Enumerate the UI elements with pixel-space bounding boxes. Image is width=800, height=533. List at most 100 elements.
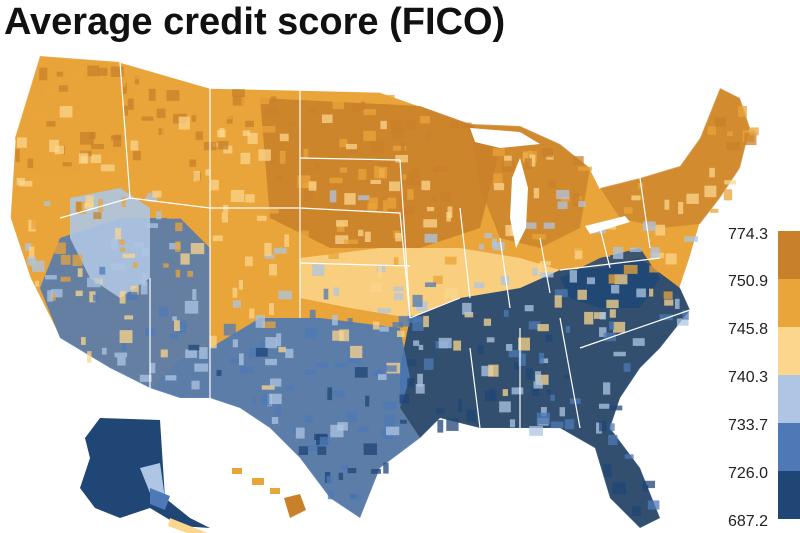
county-cell — [525, 222, 537, 229]
county-cell — [554, 295, 562, 308]
county-cell — [436, 408, 445, 414]
county-cell — [540, 407, 547, 417]
county-cell — [503, 310, 509, 317]
county-cell — [255, 315, 266, 328]
county-cell — [285, 348, 294, 359]
county-cell — [333, 390, 346, 398]
county-cell — [25, 243, 32, 251]
county-cell — [261, 125, 276, 133]
county-cell — [407, 189, 414, 200]
county-cell — [399, 394, 410, 404]
county-cell — [400, 419, 407, 424]
county-cell — [153, 173, 161, 183]
county-cell — [166, 90, 180, 101]
county-cell — [642, 480, 656, 489]
county-cell — [613, 351, 626, 357]
county-cell — [270, 96, 277, 104]
county-cell — [279, 133, 289, 142]
county-cell — [327, 490, 334, 500]
county-cell — [569, 270, 578, 283]
county-cell — [623, 207, 633, 214]
county-cell — [221, 211, 229, 223]
county-cell — [642, 485, 649, 492]
county-cell — [389, 181, 401, 192]
county-cell — [744, 132, 757, 146]
county-cell — [412, 168, 420, 175]
county-cell — [486, 337, 495, 343]
county-cell — [403, 174, 408, 180]
county-cell — [269, 393, 282, 405]
county-cell — [438, 337, 452, 349]
lake-superior — [470, 128, 540, 148]
county-cell — [611, 284, 620, 294]
county-cell — [145, 196, 150, 201]
county-cell — [372, 321, 380, 330]
color-legend: 774.3 750.9 745.8 740.3 733.7 726.0 687.… — [722, 226, 800, 530]
county-cell — [249, 308, 255, 319]
county-cell — [527, 150, 533, 157]
county-cell — [392, 145, 407, 151]
county-cell — [539, 261, 551, 266]
county-cell — [664, 299, 674, 306]
county-cell — [124, 315, 134, 320]
county-cell — [190, 243, 205, 255]
county-cell — [339, 329, 350, 342]
county-cell — [279, 150, 286, 164]
county-cell — [676, 318, 689, 326]
county-cell — [714, 117, 727, 127]
county-cell — [232, 287, 238, 298]
county-cell — [241, 97, 252, 110]
county-cell — [540, 358, 549, 364]
county-cell — [191, 115, 197, 122]
county-cell — [363, 109, 376, 116]
county-cell — [191, 380, 200, 390]
county-cell — [346, 411, 357, 423]
county-cell — [304, 327, 318, 340]
county-cell — [110, 66, 124, 77]
county-cell — [493, 173, 503, 186]
county-cell — [609, 309, 616, 318]
county-cell — [655, 224, 666, 236]
county-cell — [686, 193, 699, 204]
county-cell — [60, 254, 71, 265]
county-cell — [326, 476, 334, 485]
county-cell — [649, 288, 654, 297]
county-cell — [492, 241, 505, 251]
county-cell — [449, 121, 459, 129]
county-cell — [431, 195, 437, 202]
county-cell — [224, 108, 232, 120]
county-cell — [572, 156, 584, 166]
county-cell — [27, 158, 34, 169]
county-cell — [128, 120, 140, 125]
county-cell — [229, 358, 241, 364]
county-cell — [308, 109, 317, 114]
county-cell — [674, 298, 680, 309]
county-cell — [260, 342, 265, 349]
legend-tick-3: 745.8 — [727, 321, 768, 338]
county-cell — [368, 197, 378, 209]
county-cell — [351, 103, 360, 113]
county-cell — [245, 120, 254, 128]
county-cell — [323, 288, 329, 300]
county-cell — [458, 399, 463, 412]
county-cell — [166, 213, 180, 219]
county-cell — [399, 214, 405, 224]
county-cell — [223, 323, 236, 336]
county-cell — [556, 189, 570, 200]
county-cell — [393, 293, 404, 300]
county-cell — [298, 230, 309, 241]
county-cell — [133, 242, 145, 248]
county-cell — [384, 94, 395, 103]
legend-tick-4: 740.3 — [727, 369, 768, 386]
county-cell — [613, 246, 624, 259]
county-cell — [142, 272, 147, 286]
county-cell — [270, 160, 276, 166]
legend-tick-5: 733.7 — [727, 417, 768, 434]
county-cell — [424, 282, 437, 288]
county-cell — [423, 315, 429, 328]
county-cell — [119, 330, 133, 344]
county-cell — [532, 268, 540, 276]
county-cell — [172, 316, 177, 321]
county-cell — [382, 401, 397, 411]
county-cell — [84, 202, 94, 209]
